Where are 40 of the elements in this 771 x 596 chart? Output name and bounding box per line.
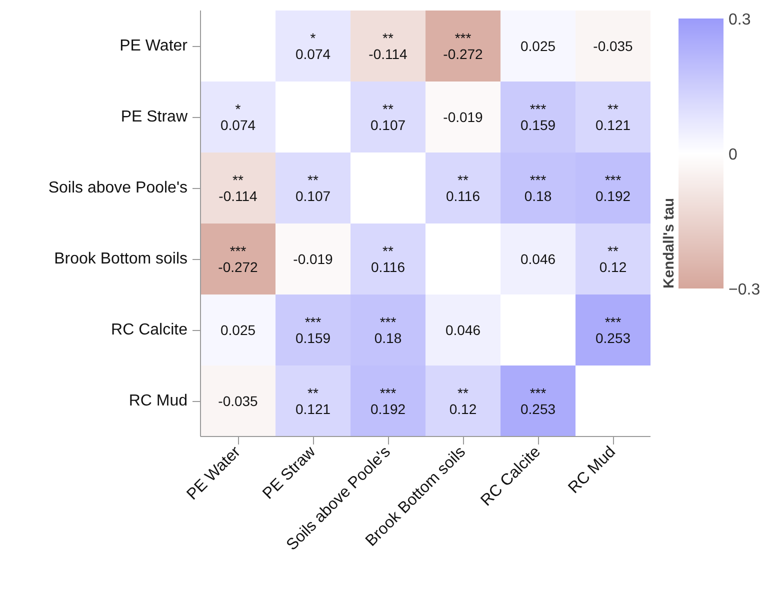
y-tick-label: RC Calcite <box>111 322 188 338</box>
color-bar-label: −0.3 <box>728 282 760 298</box>
color-bar-label: 0 <box>728 146 738 164</box>
data-label: 0.025 <box>520 38 556 54</box>
data-label: *** 0.192 <box>595 172 631 204</box>
data-label: *** 0.18 <box>524 172 552 204</box>
data-label: *** 0.159 <box>520 101 556 133</box>
data-label: * 0.074 <box>295 30 331 62</box>
data-label: -0.019 <box>443 109 484 125</box>
data-label: ** 0.121 <box>295 385 331 417</box>
data-label: ** -0.114 <box>368 30 408 62</box>
data-label: ** 0.116 <box>371 243 406 275</box>
color-bar-label: 0.3 <box>728 12 751 28</box>
data-label: ** 0.12 <box>599 243 627 275</box>
data-label: *** 0.159 <box>295 314 331 346</box>
data-label: ** 0.116 <box>446 172 480 204</box>
data-label: *** -0.272 <box>443 30 484 62</box>
data-label: * 0.074 <box>220 101 256 133</box>
y-tick-label: Soils above Poole's <box>48 180 188 196</box>
data-label: *** 0.192 <box>370 385 406 417</box>
y-tick-label: RC Mud <box>128 392 188 410</box>
y-tick-label: PE Water <box>120 38 188 54</box>
data-label: *** -0.272 <box>218 243 258 275</box>
data-label: *** 0.18 <box>374 314 402 346</box>
data-label: -0.035 <box>593 38 634 54</box>
data-label: 0.025 <box>220 322 256 338</box>
data-label: ** 0.121 <box>595 101 631 133</box>
data-label: ** 0.107 <box>370 101 406 133</box>
data-label: ** 0.107 <box>295 172 331 204</box>
y-tick-label: Brook Bottom soils <box>54 250 188 268</box>
data-label: -0.035 <box>218 393 258 409</box>
data-label: 0.046 <box>445 322 481 338</box>
data-label: -0.019 <box>293 251 334 267</box>
color-bar-title: Kendall's tau <box>662 198 678 288</box>
data-label: *** 0.253 <box>595 314 631 346</box>
data-label: 0.046 <box>520 251 556 267</box>
y-tick-label: PE Straw <box>120 108 188 126</box>
data-label: *** 0.253 <box>520 385 556 417</box>
data-label: ** 0.12 <box>449 385 477 417</box>
data-label: ** -0.114 <box>218 172 258 204</box>
